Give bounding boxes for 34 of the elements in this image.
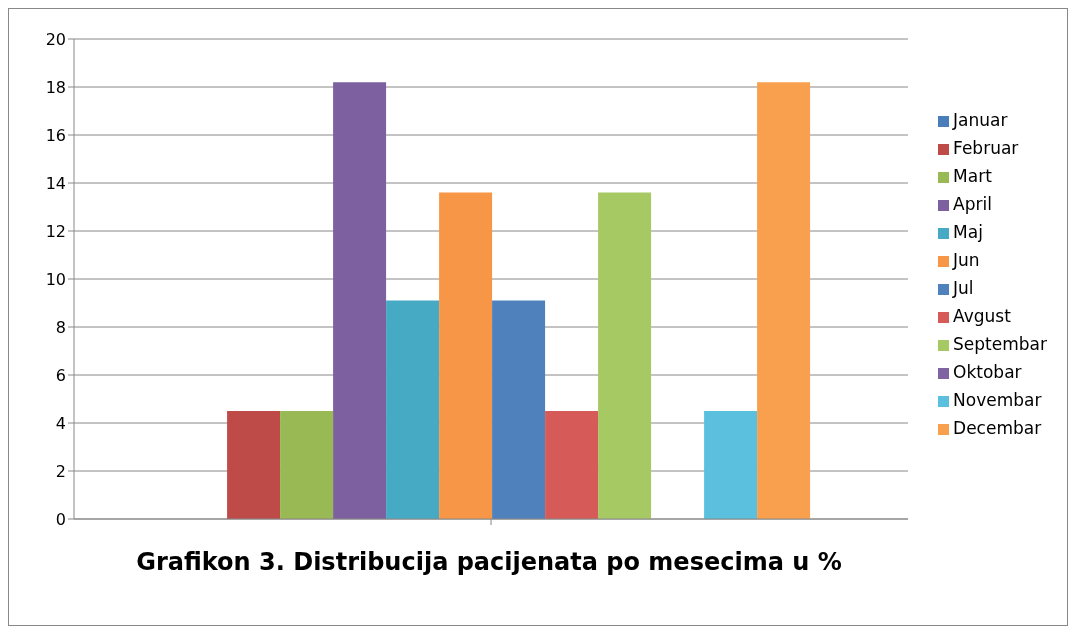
legend-label: Maj: [953, 222, 983, 242]
y-tick-label: 6: [55, 365, 66, 385]
legend-label: Mart: [953, 166, 992, 186]
bar: [386, 300, 440, 519]
bar: [545, 411, 599, 519]
y-tick-label: 18: [45, 77, 66, 97]
text: Grafikon 3. Distribucija pacijenata po mesecima u %: [135, 547, 843, 578]
legend-label: Septembar: [953, 334, 1047, 354]
legend-label: Oktobar: [953, 362, 1022, 382]
y-tick-label: 10: [45, 269, 66, 289]
legend-label: Januar: [953, 110, 1008, 130]
y-tick-label: 20: [45, 29, 66, 49]
legend-label: Avgust: [953, 306, 1011, 326]
legend-label: Februar: [953, 138, 1019, 158]
legend-label: Novembar: [953, 390, 1042, 410]
y-tick-label: 2: [55, 461, 66, 481]
bar: [492, 300, 546, 519]
legend-label: April: [953, 194, 992, 214]
y-tick-label: 8: [55, 317, 66, 337]
legend-label: Decembar: [953, 418, 1042, 438]
legend-label: Jul: [953, 278, 974, 298]
bar: [598, 192, 652, 519]
y-tick-label: 0: [55, 509, 66, 529]
y-tick-label: 12: [45, 221, 66, 241]
bar: [227, 411, 281, 519]
y-tick-label: 16: [45, 125, 66, 145]
bar: [333, 82, 387, 519]
bar: [280, 411, 334, 519]
bar: [757, 82, 811, 519]
bar: [439, 192, 493, 519]
legend-label: Jun: [953, 250, 980, 270]
y-tick-label: 4: [55, 413, 66, 433]
bar: [704, 411, 758, 519]
y-tick-label: 14: [45, 173, 66, 193]
